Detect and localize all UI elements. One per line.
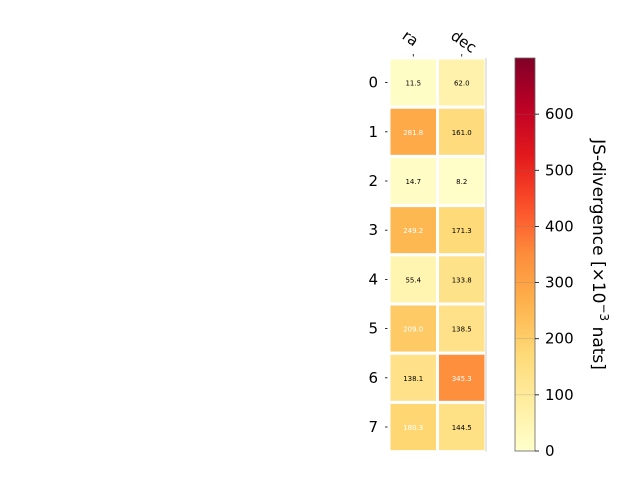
cell-value-label: 11.5 [405, 80, 421, 88]
cell-value-label: 345.3 [452, 375, 472, 383]
cell-value-label: 14.7 [405, 178, 421, 186]
heatmap-cell [387, 253, 439, 306]
column-label: dec [447, 27, 479, 57]
cell-value-label: 161.0 [452, 129, 472, 137]
colorbar-tick-label: 400 [545, 217, 574, 235]
row-label: 1 [368, 123, 378, 141]
colorbar: 0 100 200 300 400 500 600 JS-divergence [×10−3 … [514, 57, 611, 460]
heatmap-cell [436, 351, 488, 404]
heatmap-cell [436, 253, 488, 306]
row-label: 6 [368, 369, 378, 387]
cell-value-label: 171.3 [452, 227, 472, 235]
row-label: 7 [368, 418, 378, 436]
colorbar-tick-label: 200 [545, 330, 574, 348]
column-label: ra [399, 27, 422, 51]
cell-value-label: 8.2 [456, 178, 467, 186]
colorbar-tick-label: 100 [545, 386, 574, 404]
heatmap-cells: 11.5 62.0 281.8 161.0 14.7 8.2 249.2 171.3 55.4 1… [387, 56, 488, 454]
colorbar-tick-label: 500 [545, 161, 574, 179]
heatmap-cell [436, 56, 488, 109]
cell-value-label: 209.0 [403, 326, 423, 334]
cell-value-label: 249.2 [403, 227, 423, 235]
cell-value-label: 144.5 [452, 424, 472, 432]
row-label: 5 [368, 320, 378, 338]
cell-value-label: 180.3 [403, 424, 423, 432]
colorbar-label-unit: nats] [588, 321, 608, 370]
column-labels: ra dec [399, 27, 480, 58]
cell-value-label: 138.1 [403, 375, 423, 383]
cell-value-label: 55.4 [405, 276, 421, 284]
colorbar-label-exponent: −3 [597, 303, 611, 321]
colorbar-tick-label: 600 [545, 105, 574, 123]
row-label: 2 [368, 172, 378, 190]
colorbar-label: JS-divergence [×10−3 nats] [588, 138, 611, 370]
cell-value-label: 281.8 [403, 129, 423, 137]
row-labels: 0 1 2 3 4 5 6 7 [368, 74, 389, 436]
cell-value-label: 133.8 [452, 276, 472, 284]
heatmap-cell [387, 154, 439, 208]
cell-value-label: 138.5 [452, 326, 472, 334]
row-label: 3 [368, 221, 378, 239]
row-label: 0 [368, 74, 378, 92]
colorbar-label-main: JS-divergence [×10 [588, 138, 608, 303]
heatmap-cell [436, 154, 488, 208]
heatmap-cell [387, 400, 439, 454]
heatmap-cell [436, 105, 488, 158]
cell-value-label: 62.0 [454, 80, 470, 88]
colorbar-bar [514, 57, 536, 452]
row-label: 4 [368, 270, 378, 288]
colorbar-tick-label: 300 [545, 274, 574, 292]
colorbar-tick-label: 0 [545, 442, 555, 460]
heatmap-cell [387, 204, 439, 257]
heatmap-cell [436, 400, 488, 454]
